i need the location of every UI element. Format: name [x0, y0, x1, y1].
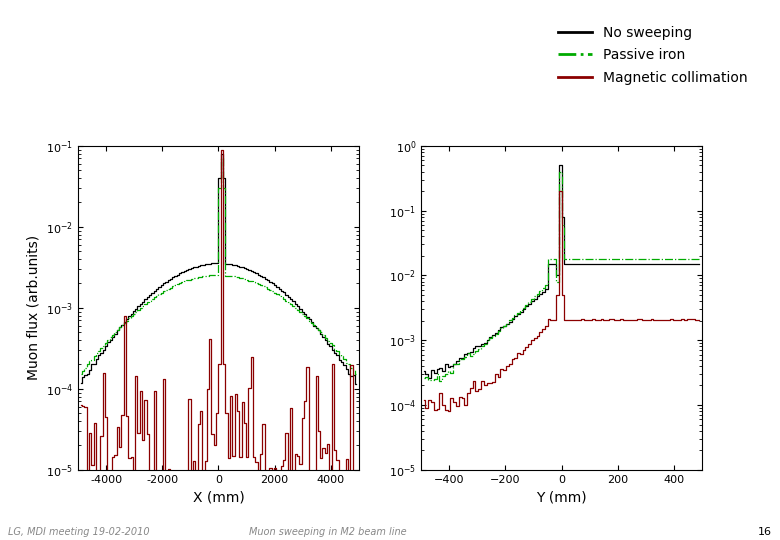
- Text: LG, MDI meeting 19-02-2010: LG, MDI meeting 19-02-2010: [8, 526, 150, 537]
- Text: 16: 16: [758, 526, 772, 537]
- Text: Muon sweeping in M2 beam line: Muon sweeping in M2 beam line: [249, 526, 406, 537]
- X-axis label: Y (mm): Y (mm): [537, 490, 587, 504]
- Y-axis label: Muon flux (arb.units): Muon flux (arb.units): [27, 235, 41, 380]
- X-axis label: X (mm): X (mm): [193, 490, 244, 504]
- Legend: No sweeping, Passive iron, Magnetic collimation: No sweeping, Passive iron, Magnetic coll…: [552, 21, 753, 90]
